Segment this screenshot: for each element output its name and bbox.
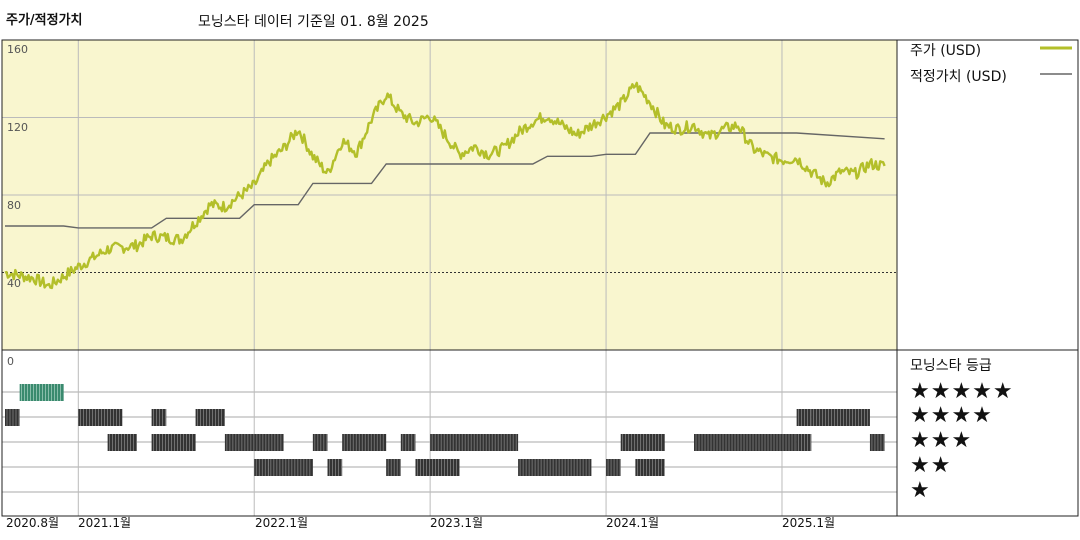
rating-5-stars: ★★★★★ [910, 379, 1014, 404]
rating-segment [268, 459, 313, 476]
rating-segment [415, 459, 460, 476]
x-tick-label: 2020.8월 [6, 516, 60, 530]
legend-price: 주가 (USD) [910, 43, 982, 59]
fair-value-line [5, 132, 885, 229]
rating-segment [342, 434, 387, 451]
rating-4-stars: ★★★★ [910, 403, 993, 428]
rating-segment [107, 434, 137, 451]
rating-3-stars: ★★★ [910, 428, 973, 453]
rating-segment [635, 459, 665, 476]
chart-title: 주가/적정가치 [6, 13, 83, 28]
rating-2-stars: ★★ [910, 453, 952, 478]
rating-segment [19, 384, 64, 401]
x-tick-label: 2023.1월 [430, 516, 484, 530]
price-line [4, 81, 886, 290]
legend-fair-value: 적정가치 (USD) [910, 69, 1007, 85]
rating-segment [518, 459, 592, 476]
y-tick-label: 120 [7, 121, 28, 134]
y-tick-label: 40 [7, 277, 21, 290]
x-tick-label: 2025.1월 [782, 516, 836, 530]
chart-frame [1, 39, 1079, 517]
x-tick-label: 2022.1월 [255, 516, 309, 530]
rating-plot-area [2, 350, 897, 516]
rating-segment [694, 434, 797, 451]
rating-axis-zero-label: 0 [7, 355, 14, 368]
rating-segment [151, 434, 196, 451]
rating-1-star: ★ [910, 478, 931, 503]
x-tick-label: 2021.1월 [78, 516, 132, 530]
y-tick-label: 80 [7, 199, 21, 212]
rating-segment [195, 409, 225, 426]
y-tick-label: 160 [7, 43, 28, 56]
rating-title: 모닝스타 등급 [910, 358, 992, 374]
x-tick-label: 2024.1월 [606, 516, 660, 530]
rating-segment [620, 434, 665, 451]
rating-segment [78, 409, 123, 426]
chart-subtitle: 모닝스타 데이터 기준일 01. 8월 2025 [198, 14, 429, 30]
